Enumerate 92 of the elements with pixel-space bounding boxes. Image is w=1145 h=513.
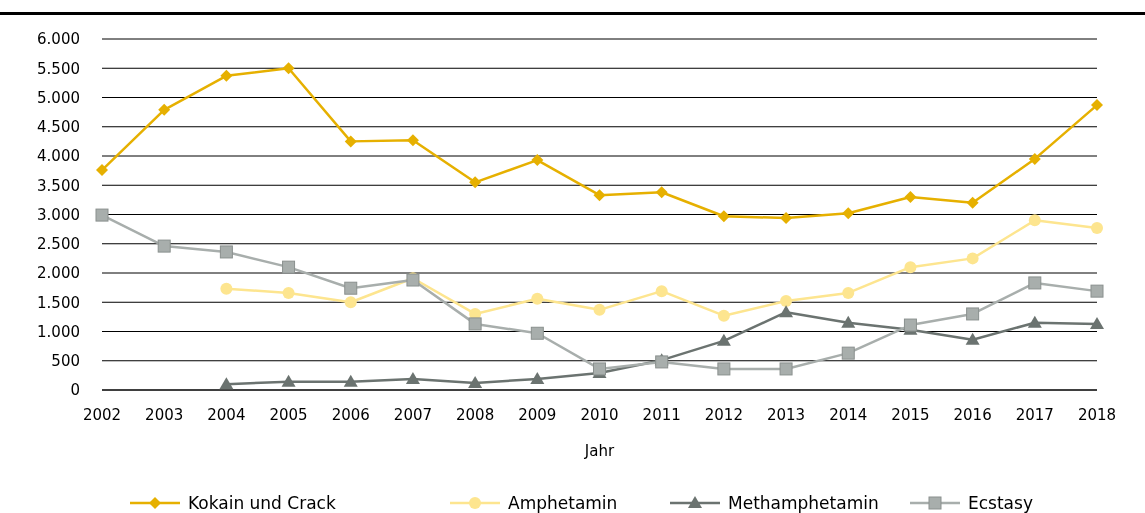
x-tick-label: 2015 (891, 406, 930, 424)
point (468, 375, 483, 388)
point (717, 309, 730, 322)
point (531, 154, 544, 167)
point (530, 326, 544, 340)
y-tick-label: 5.000 (37, 88, 80, 107)
x-tick-label: 2011 (642, 406, 681, 424)
y-tick-label: 4.000 (37, 147, 80, 166)
point (468, 317, 482, 331)
point (344, 135, 357, 148)
x-axis-title: Jahr (583, 442, 615, 460)
point (966, 307, 980, 321)
y-tick-label: 5.500 (37, 59, 80, 78)
x-tick-label: 2004 (207, 406, 246, 424)
point (1028, 214, 1041, 227)
point (655, 186, 668, 199)
point (1027, 315, 1042, 328)
point (1028, 276, 1042, 290)
legend-label: Ecstasy (968, 492, 1033, 513)
point (904, 261, 917, 274)
point (779, 362, 793, 376)
x-tick-label: 2008 (456, 406, 495, 424)
point (780, 295, 793, 308)
x-tick-label: 2018 (1077, 406, 1117, 424)
point (593, 303, 606, 316)
y-tick-label: 3.500 (37, 176, 80, 195)
y-tick-label: 2.500 (37, 235, 80, 253)
point (282, 286, 295, 299)
x-tick-label: 2005 (269, 406, 308, 424)
x-tick-label: 2013 (766, 406, 806, 424)
y-tick-label: 1.000 (37, 322, 80, 341)
point (965, 332, 980, 345)
point (344, 281, 358, 295)
x-tick-label: 2009 (518, 406, 557, 424)
x-tick-label: 2002 (82, 406, 122, 424)
point (1090, 316, 1104, 329)
x-tick-label: 2014 (829, 406, 868, 424)
x-tick-label: 2010 (580, 406, 619, 424)
x-tick-label: 2017 (1015, 406, 1054, 424)
point (841, 346, 855, 360)
y-tick-label: 0 (70, 381, 80, 400)
point (780, 212, 793, 225)
y-tick-label: 1.500 (37, 293, 80, 312)
point (282, 260, 296, 274)
point (904, 190, 917, 203)
point (95, 208, 109, 222)
point (530, 371, 545, 384)
point (842, 207, 855, 220)
point (779, 305, 794, 318)
point (966, 196, 979, 209)
point (220, 282, 233, 295)
point (531, 292, 544, 305)
legend-label: Amphetamin (508, 492, 618, 513)
point (469, 176, 482, 189)
point (282, 62, 295, 75)
point (343, 374, 358, 387)
x-tick-label: 2012 (704, 406, 743, 424)
point (158, 103, 171, 116)
point (219, 377, 234, 390)
x-tick-label: 2016 (953, 406, 992, 424)
y-tick-label: 6.000 (37, 30, 80, 49)
point (1090, 284, 1104, 298)
point (903, 318, 917, 332)
x-tick-label: 2006 (331, 406, 370, 424)
point (406, 134, 419, 147)
point (655, 285, 668, 298)
point (405, 371, 420, 384)
point (841, 315, 856, 328)
point (1091, 99, 1103, 112)
y-tick-label: 2.000 (37, 264, 80, 283)
y-tick-label: 4.500 (37, 118, 80, 136)
point (593, 362, 606, 376)
point (716, 333, 731, 346)
point (1091, 221, 1103, 234)
point (344, 296, 357, 309)
point (1028, 152, 1041, 165)
point (717, 362, 731, 376)
y-tick-label: 3.000 (37, 205, 80, 224)
point (281, 374, 296, 387)
point (157, 239, 171, 253)
point (966, 252, 979, 265)
point (717, 210, 730, 223)
point (220, 69, 233, 82)
point (593, 189, 606, 202)
point (96, 164, 108, 177)
x-tick-label: 2007 (393, 406, 433, 424)
x-tick-label: 2003 (145, 406, 184, 424)
legend-label: Methamphetamin (728, 492, 879, 513)
y-tick-label: 500 (51, 352, 80, 370)
legend-label: Kokain und Crack (188, 492, 336, 513)
point (219, 245, 233, 259)
point (842, 286, 855, 299)
